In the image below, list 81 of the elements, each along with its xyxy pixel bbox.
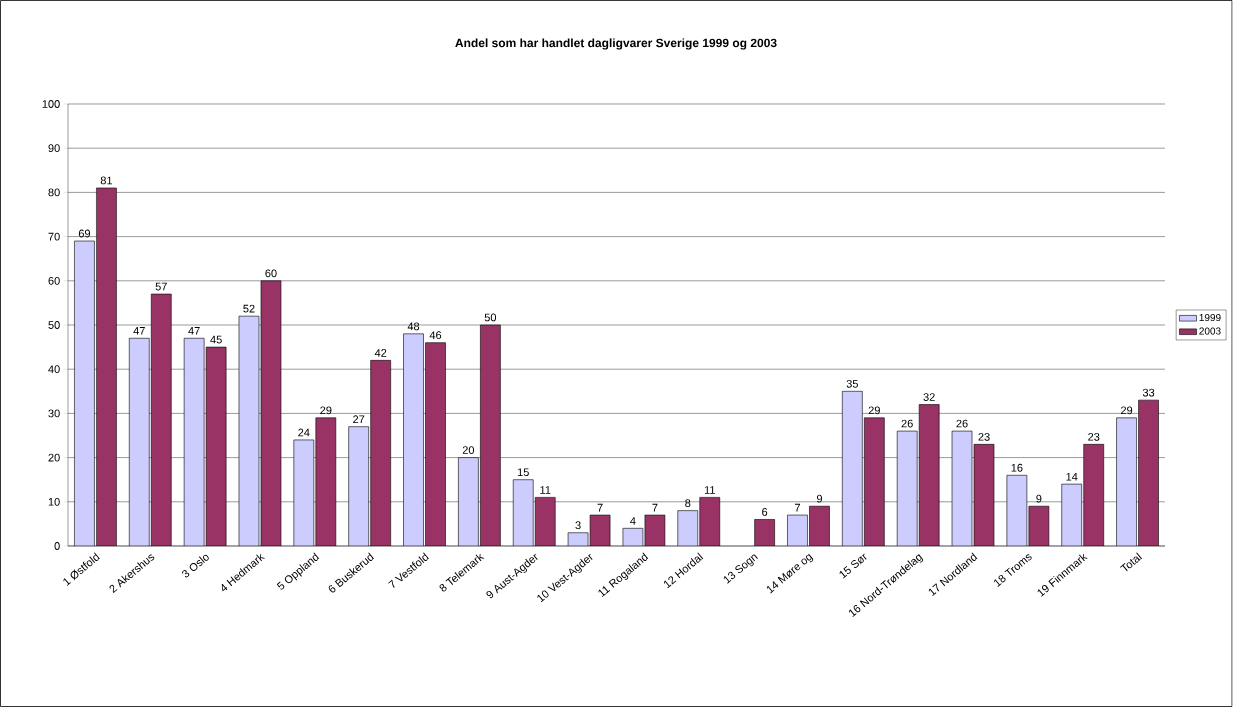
legend-label: 2003 bbox=[1199, 327, 1221, 335]
data-label: 23 bbox=[1088, 432, 1100, 441]
bar bbox=[128, 337, 150, 546]
data-label: 26 bbox=[901, 419, 913, 428]
data-label: 23 bbox=[978, 432, 990, 441]
y-tick-label: 30 bbox=[48, 409, 60, 418]
data-label: 20 bbox=[462, 446, 475, 454]
data-label: 47 bbox=[133, 327, 145, 335]
data-label: 45 bbox=[210, 335, 222, 344]
data-label: 42 bbox=[374, 349, 387, 357]
bar bbox=[150, 293, 172, 546]
bar bbox=[403, 333, 424, 546]
data-label: 7 bbox=[794, 503, 800, 512]
bar bbox=[842, 391, 863, 546]
bar bbox=[458, 457, 479, 546]
y-tick-label: 0 bbox=[54, 542, 60, 550]
bar bbox=[534, 497, 556, 546]
data-label: 6 bbox=[762, 508, 768, 516]
y-tick-label: 100 bbox=[42, 100, 60, 108]
bar bbox=[1138, 399, 1159, 546]
data-label: 7 bbox=[597, 503, 603, 512]
data-label: 60 bbox=[265, 269, 277, 278]
bar bbox=[293, 439, 315, 546]
data-label: 52 bbox=[243, 304, 255, 313]
data-label: 29 bbox=[320, 406, 332, 415]
data-label: 46 bbox=[429, 331, 442, 340]
y-tick-label: 80 bbox=[48, 188, 60, 197]
data-label: 3 bbox=[575, 521, 581, 530]
legend-label: 1999 bbox=[1199, 314, 1221, 322]
data-label: 29 bbox=[1121, 406, 1133, 415]
bar bbox=[480, 324, 501, 546]
data-label: 9 bbox=[1036, 494, 1042, 503]
data-label: 29 bbox=[868, 406, 880, 415]
data-label: 26 bbox=[956, 419, 968, 428]
bar bbox=[425, 342, 446, 546]
data-label: 8 bbox=[685, 499, 691, 508]
bar bbox=[1083, 444, 1105, 546]
data-label: 15 bbox=[517, 468, 529, 477]
data-label: 4 bbox=[630, 517, 636, 525]
bar bbox=[96, 187, 117, 546]
bar bbox=[896, 430, 918, 546]
data-label: 27 bbox=[353, 415, 365, 424]
data-label: 48 bbox=[407, 322, 420, 331]
y-tick-label: 90 bbox=[48, 144, 60, 153]
data-label: 35 bbox=[846, 379, 858, 388]
data-label: 69 bbox=[78, 229, 91, 238]
bar bbox=[754, 519, 775, 546]
data-label: 11 bbox=[540, 486, 551, 494]
bar bbox=[260, 280, 282, 546]
bar bbox=[918, 404, 940, 546]
bar bbox=[74, 240, 95, 546]
bar bbox=[1061, 483, 1083, 546]
data-label: 9 bbox=[816, 494, 823, 503]
chart-title: Andel som har handlet dagligvarer Sverige 1999 og 2003 bbox=[455, 38, 777, 50]
y-tick-label: 70 bbox=[48, 232, 60, 241]
data-label: 47 bbox=[188, 327, 200, 335]
y-tick-label: 60 bbox=[48, 276, 60, 285]
data-label: 24 bbox=[298, 428, 310, 437]
data-label: 7 bbox=[652, 503, 658, 512]
bar bbox=[315, 417, 337, 546]
bar bbox=[512, 479, 534, 546]
data-label: 81 bbox=[100, 176, 113, 185]
data-label: 16 bbox=[1011, 463, 1023, 472]
y-tick-label: 50 bbox=[48, 321, 60, 329]
y-tick-label: 20 bbox=[48, 453, 60, 462]
bar bbox=[699, 497, 721, 546]
bar bbox=[677, 510, 699, 546]
y-tick-label: 40 bbox=[48, 365, 60, 374]
x-tick-label: 3 Oslo bbox=[182, 554, 209, 578]
bar bbox=[809, 505, 830, 546]
data-label: 32 bbox=[923, 393, 935, 401]
data-label: 50 bbox=[484, 313, 497, 322]
bar bbox=[1116, 417, 1137, 546]
y-tick-label: 10 bbox=[48, 497, 60, 506]
bar bbox=[864, 417, 885, 546]
data-label: 33 bbox=[1142, 388, 1155, 397]
bar bbox=[348, 426, 369, 546]
bar bbox=[370, 360, 391, 546]
data-label: 14 bbox=[1066, 472, 1078, 481]
data-label: 57 bbox=[155, 282, 167, 291]
data-label: 11 bbox=[704, 486, 715, 494]
